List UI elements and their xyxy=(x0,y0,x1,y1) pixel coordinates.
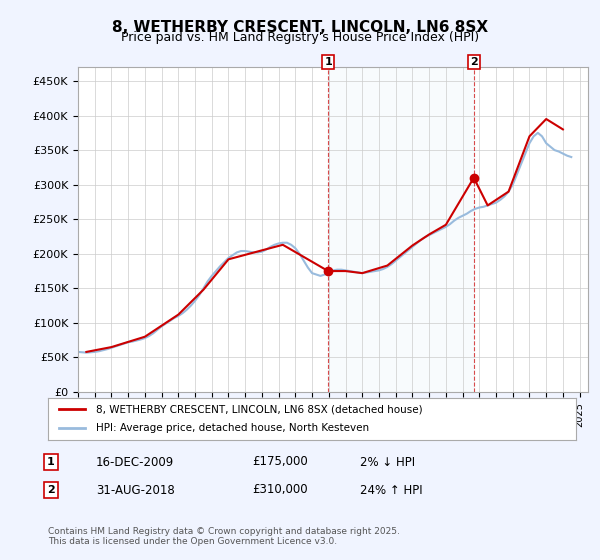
Text: Price paid vs. HM Land Registry's House Price Index (HPI): Price paid vs. HM Land Registry's House … xyxy=(121,31,479,44)
Text: 2: 2 xyxy=(470,57,478,67)
Text: 2: 2 xyxy=(47,485,55,495)
Text: £175,000: £175,000 xyxy=(252,455,308,469)
Text: Contains HM Land Registry data © Crown copyright and database right 2025.
This d: Contains HM Land Registry data © Crown c… xyxy=(48,526,400,546)
Text: 8, WETHERBY CRESCENT, LINCOLN, LN6 8SX: 8, WETHERBY CRESCENT, LINCOLN, LN6 8SX xyxy=(112,20,488,35)
Text: HPI: Average price, detached house, North Kesteven: HPI: Average price, detached house, Nort… xyxy=(95,423,368,433)
Text: 1: 1 xyxy=(324,57,332,67)
Text: 24% ↑ HPI: 24% ↑ HPI xyxy=(360,483,422,497)
Text: 8, WETHERBY CRESCENT, LINCOLN, LN6 8SX (detached house): 8, WETHERBY CRESCENT, LINCOLN, LN6 8SX (… xyxy=(95,404,422,414)
Text: £310,000: £310,000 xyxy=(252,483,308,497)
Text: 1: 1 xyxy=(47,457,55,467)
Text: 31-AUG-2018: 31-AUG-2018 xyxy=(96,483,175,497)
Text: 16-DEC-2009: 16-DEC-2009 xyxy=(96,455,174,469)
Bar xyxy=(328,67,474,392)
Text: 2% ↓ HPI: 2% ↓ HPI xyxy=(360,455,415,469)
